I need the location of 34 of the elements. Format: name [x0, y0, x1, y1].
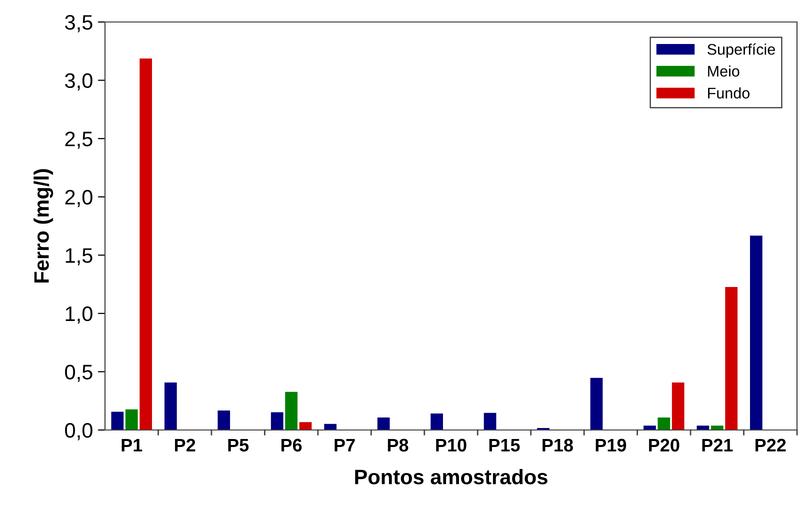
legend-label: Superfície	[708, 43, 775, 58]
bar	[590, 377, 604, 430]
y-axis-title: Ferro (mg/l)	[34, 169, 54, 282]
y-tick-label: 1,5	[66, 248, 92, 266]
y-tick-label: 3,5	[65, 15, 92, 32]
y-tick-label: 1,0	[66, 306, 92, 324]
legend-label: Meio	[708, 65, 740, 77]
bar	[483, 412, 497, 430]
x-tick-label: P2	[175, 438, 196, 452]
x-tick-label: P21	[702, 438, 733, 452]
y-tick-label: 2,0	[65, 190, 92, 208]
x-tick-label: P8	[388, 438, 408, 452]
x-tick-label: P6	[281, 438, 302, 452]
bar	[749, 234, 764, 430]
bar	[323, 423, 338, 430]
x-axis-title: Pontos amostrados	[355, 469, 548, 484]
bar	[430, 412, 444, 430]
x-tick-label: P7	[334, 438, 355, 452]
x-tick-label: P18	[542, 438, 573, 452]
bar	[217, 410, 231, 430]
x-tick-label: P19	[596, 438, 626, 452]
x-tick-label: P10	[436, 438, 466, 452]
x-tick-label: P15	[489, 438, 520, 452]
x-tick-label: P5	[228, 438, 249, 452]
y-tick-label: 0,0	[65, 423, 92, 440]
x-tick-label: P1	[122, 438, 142, 452]
x-tick-label: P22	[756, 438, 786, 452]
y-tick-label: 3,0	[65, 73, 92, 90]
bar	[376, 416, 390, 430]
x-tick-label: P20	[649, 438, 680, 452]
bar	[164, 382, 178, 430]
legend-label: Fundo	[708, 87, 750, 99]
y-tick-label: 0,5	[65, 364, 92, 382]
y-tick-label: 2,5	[65, 132, 92, 149]
